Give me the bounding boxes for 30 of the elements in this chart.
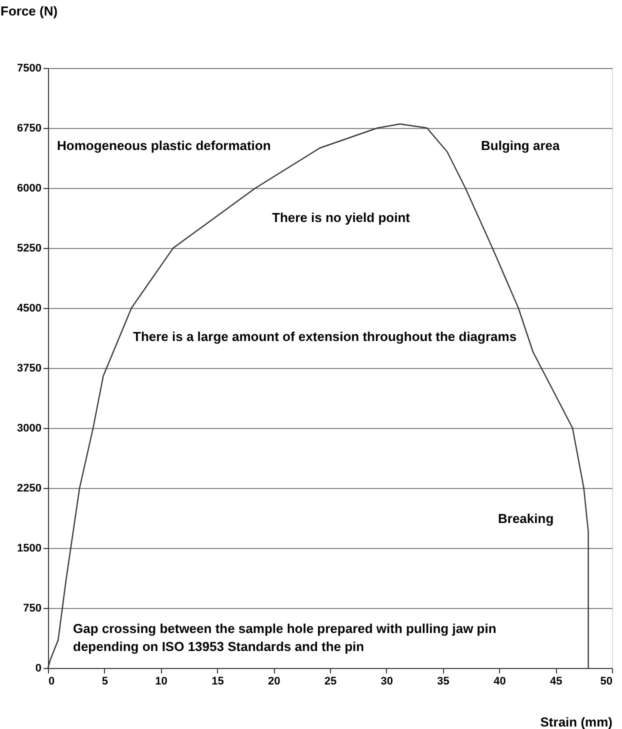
annotation: Breaking [498,511,554,526]
y-tick-label: 4500 [17,302,42,314]
annotation: There is a large amount of extension throughout the diagrams [133,329,517,344]
y-tick-label: 6750 [17,122,42,134]
x-tick-label: 25 [324,676,337,688]
y-tick-label: 0 [35,662,42,674]
x-tick-label: 30 [380,676,394,688]
x-tick-label: 10 [155,676,168,688]
y-tick-label: 6000 [17,182,42,194]
y-tick-label: 3000 [17,422,42,434]
x-tick-label: 40 [494,676,506,688]
x-tick-label: 5 [102,676,108,688]
x-tick-label: 50 [600,676,612,688]
x-axis-title: Strain (mm) [540,714,612,729]
y-tick-label: 3750 [17,362,42,374]
x-tick-label: 0 [48,676,55,688]
y-tick-label: 7500 [17,62,42,74]
x-tick-label: 45 [550,676,562,688]
y-tick-label: 5250 [17,242,42,254]
y-tick-label: 750 [23,602,42,614]
annotation: Homogeneous plastic deformation [57,138,271,153]
annotation: Gap crossing between the sample hole prepared with pulling jaw pin depending on ISO 13953 Standards and the pin [73,621,496,654]
y-axis-title: Force (N) [0,4,58,18]
x-tick-label: 15 [212,676,224,688]
y-tick-label: 2250 [17,482,42,494]
x-tick-label: 20 [268,676,280,688]
annotation: There is no yield point [272,210,411,225]
annotation: Bulging area [481,138,561,153]
y-tick-label: 1500 [17,542,42,554]
x-tick-label: 35 [437,676,450,688]
